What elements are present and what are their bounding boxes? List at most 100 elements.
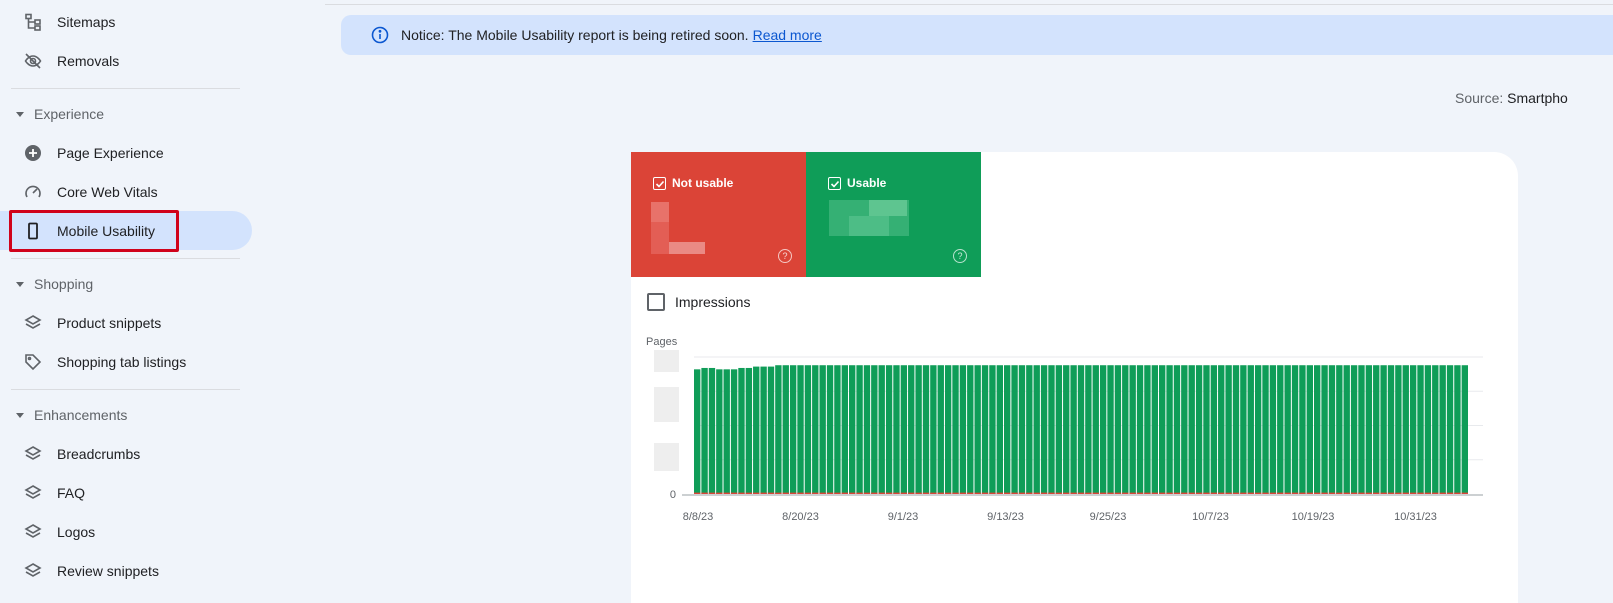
bar-not-usable: [1247, 492, 1254, 494]
source-value: Smartpho: [1507, 90, 1568, 106]
bar-usable: [1262, 365, 1269, 494]
sidebar-item-core-web-vitals[interactable]: Core Web Vitals: [0, 172, 252, 211]
sidebar-item-breadcrumbs[interactable]: Breadcrumbs: [0, 434, 252, 473]
bar-usable: [789, 365, 797, 494]
bar-usable: [871, 365, 878, 494]
bar-usable: [974, 365, 981, 494]
bar-usable: [745, 367, 753, 494]
bar-not-usable: [789, 492, 797, 494]
bar-not-usable: [1439, 492, 1446, 494]
bar-usable: [1077, 365, 1085, 494]
divider: [11, 258, 240, 259]
bar-usable: [1018, 365, 1026, 494]
help-icon[interactable]: ?: [778, 249, 792, 263]
bar-not-usable: [1159, 492, 1166, 494]
help-icon[interactable]: ?: [953, 249, 967, 263]
bar-usable: [878, 365, 885, 494]
notice-text-wrap: Notice: The Mobile Usability report is b…: [401, 27, 822, 43]
section-shopping[interactable]: Shopping: [0, 269, 240, 299]
sidebar: Sitemaps Removals Experience Page Experi…: [0, 0, 325, 603]
usable-tile[interactable]: Usable ?: [806, 152, 981, 277]
top-divider: [325, 4, 1613, 5]
bar-usable: [1195, 365, 1203, 494]
bar-usable: [959, 365, 967, 494]
bar-usable: [708, 367, 716, 494]
section-experience[interactable]: Experience: [0, 99, 240, 129]
x-tick-label: 8/20/23: [782, 511, 819, 523]
checkbox-checked-icon[interactable]: [828, 177, 841, 190]
bar-usable: [1343, 365, 1350, 494]
bar-not-usable: [1114, 492, 1122, 494]
bar-usable: [1070, 365, 1077, 494]
source-selector[interactable]: Source: Smartpho: [1455, 90, 1568, 106]
bar-not-usable: [1203, 492, 1210, 494]
bar-not-usable: [826, 492, 834, 494]
sidebar-item-sitemaps[interactable]: Sitemaps: [0, 2, 252, 41]
bar-usable: [1240, 365, 1247, 494]
bar-usable: [863, 365, 871, 494]
bar-usable: [694, 369, 701, 494]
layers-icon: [24, 562, 42, 580]
bar-not-usable: [1277, 492, 1284, 494]
bar-not-usable: [1461, 492, 1468, 494]
bar-usable: [856, 365, 863, 494]
report-card: Not usable ? Usable ? Impressions Pages 0…: [631, 152, 1518, 603]
bar-usable: [1373, 365, 1380, 494]
bar-usable: [1092, 365, 1099, 494]
bar-usable: [1314, 365, 1321, 494]
sidebar-item-label: Logos: [57, 523, 96, 540]
bar-usable: [1166, 365, 1173, 494]
bar-usable: [1173, 365, 1181, 494]
layers-icon: [24, 445, 42, 463]
bar-not-usable: [1018, 492, 1026, 494]
read-more-link[interactable]: Read more: [752, 27, 822, 43]
sitemap-icon: [24, 13, 42, 31]
bar-not-usable: [849, 492, 856, 494]
bar-usable: [1284, 365, 1291, 494]
bar-usable: [767, 366, 775, 494]
layers-icon: [24, 314, 42, 332]
sidebar-item-logos[interactable]: Logos: [0, 512, 252, 551]
sidebar-item-faq[interactable]: FAQ: [0, 473, 252, 512]
impressions-checkbox[interactable]: [647, 293, 665, 311]
sidebar-item-product-snippets[interactable]: Product snippets: [0, 303, 252, 342]
sidebar-item-mobile-usability[interactable]: Mobile Usability: [0, 211, 252, 250]
bar-not-usable: [915, 492, 922, 494]
bar-usable: [701, 367, 708, 494]
x-tick-label: 9/1/23: [888, 511, 919, 523]
bar-not-usable: [1240, 492, 1247, 494]
bar-not-usable: [922, 492, 930, 494]
bar-usable: [1151, 365, 1158, 494]
bar-not-usable: [1063, 492, 1070, 494]
bar-not-usable: [1262, 492, 1269, 494]
sidebar-item-page-experience[interactable]: Page Experience: [0, 133, 252, 172]
impressions-label: Impressions: [675, 294, 751, 310]
bar-not-usable: [1129, 492, 1136, 494]
sidebar-item-label: Mobile Usability: [57, 222, 156, 239]
bar-not-usable: [959, 492, 967, 494]
sidebar-item-review-snippets[interactable]: Review snippets: [0, 551, 252, 590]
bar-usable: [1011, 365, 1018, 494]
bar-not-usable: [967, 492, 974, 494]
bar-usable: [775, 365, 782, 494]
section-enhancements[interactable]: Enhancements: [0, 400, 240, 430]
caret-down-icon: [16, 281, 24, 287]
bar-usable: [1461, 365, 1468, 494]
bar-usable: [1048, 365, 1055, 494]
bar-usable: [922, 365, 930, 494]
bar-usable: [738, 367, 745, 494]
bar-usable: [730, 369, 738, 494]
bar-not-usable: [1387, 492, 1395, 494]
bar-not-usable: [1402, 492, 1409, 494]
checkbox-checked-icon[interactable]: [653, 177, 666, 190]
sidebar-item-removals[interactable]: Removals: [0, 41, 252, 80]
redacted-count: [651, 222, 669, 254]
not-usable-tile[interactable]: Not usable ?: [631, 152, 806, 277]
bar-usable: [1409, 365, 1417, 494]
bar-usable: [1321, 365, 1328, 494]
sidebar-item-shopping-tab-listings[interactable]: Shopping tab listings: [0, 342, 252, 381]
bar-usable: [1218, 365, 1225, 494]
bar-not-usable: [981, 492, 989, 494]
bar-usable: [952, 365, 959, 494]
bar-not-usable: [1299, 492, 1306, 494]
